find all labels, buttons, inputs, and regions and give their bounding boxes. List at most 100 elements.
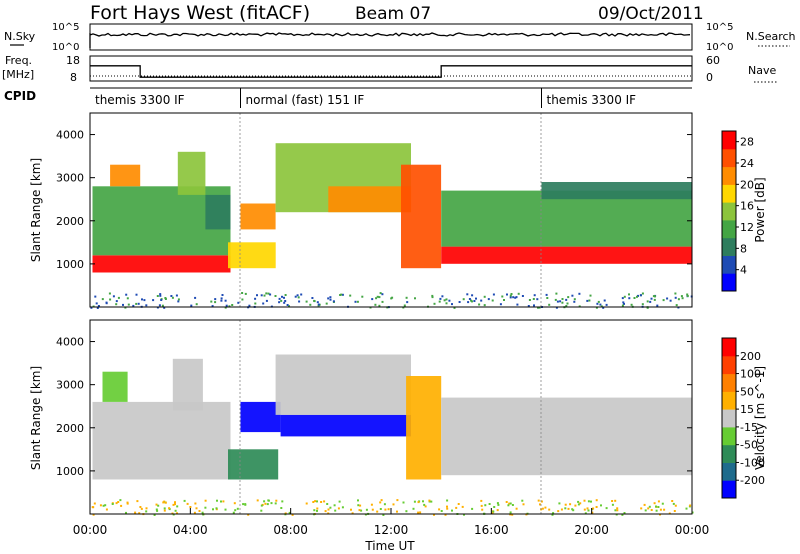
scatter-speck	[478, 303, 481, 306]
scatter-speck	[451, 303, 453, 306]
scatter-speck	[155, 508, 158, 511]
scatter-speck	[357, 504, 360, 507]
nsky-frame	[89, 23, 693, 51]
scatter-speck	[193, 511, 196, 514]
scatter-speck	[126, 297, 129, 300]
scatter-speck	[586, 299, 589, 302]
scatter-speck	[294, 295, 297, 298]
scatter-speck	[125, 293, 128, 296]
scatter-speck	[312, 501, 315, 503]
scatter-speck	[163, 507, 166, 510]
scatter-speck	[189, 506, 192, 508]
scatter-speck	[424, 505, 427, 508]
scatter-speck	[215, 507, 218, 510]
scatter-speck	[104, 504, 107, 507]
scatter-speck	[392, 503, 395, 506]
nsearch-label: N.Search	[746, 30, 796, 43]
scatter-speck	[195, 507, 198, 510]
scatter-speck	[455, 506, 458, 509]
scatter-speck	[254, 302, 257, 305]
colorbar-tick-label: 15	[740, 403, 754, 416]
scatter-speck	[567, 296, 570, 299]
scatter-speck	[329, 506, 332, 509]
nave-label: Nave	[748, 64, 776, 77]
scatter-speck	[136, 500, 139, 503]
scatter-speck	[448, 299, 451, 302]
echo-region	[102, 371, 128, 402]
scatter-speck	[174, 509, 177, 512]
scatter-speck	[636, 295, 638, 298]
scatter-speck	[101, 298, 104, 301]
scatter-speck	[681, 297, 684, 300]
scatter-speck	[99, 504, 102, 507]
scatter-speck	[546, 297, 549, 299]
scatter-speck	[512, 296, 515, 299]
scatter-speck	[112, 295, 115, 298]
scatter-speck	[461, 505, 464, 508]
power-panel: 1000 2000 3000 4000 Slant Range [km] 4 8 12 16…	[29, 112, 767, 309]
scatter-speck	[656, 304, 659, 307]
scatter-speck	[94, 295, 97, 298]
scatter-speck	[507, 504, 510, 507]
colorbar-tick-label: 24	[740, 157, 754, 170]
station-title: Fort Hays West (fitACF)	[90, 2, 310, 24]
scatter-speck	[433, 513, 435, 516]
scatter-speck	[462, 298, 465, 301]
scatter-speck	[643, 503, 646, 506]
y-tick-label: 2000	[56, 215, 84, 228]
scatter-speck	[584, 512, 587, 515]
scatter-speck	[583, 508, 586, 511]
echo-region	[441, 246, 692, 264]
scatter-speck	[564, 503, 567, 506]
scatter-speck	[685, 507, 688, 510]
scatter-speck	[278, 301, 281, 304]
scatter-speck	[669, 299, 672, 302]
scatter-speck	[387, 508, 390, 511]
scatter-speck	[439, 297, 442, 300]
colorbar-swatch	[722, 462, 736, 481]
y-tick-label: 1000	[56, 258, 84, 271]
scatter-speck	[177, 300, 180, 303]
colorbar-swatch	[722, 444, 736, 463]
scatter-speck	[329, 296, 332, 299]
scatter-speck	[163, 509, 166, 512]
scatter-speck	[641, 303, 644, 306]
scatter-speck	[228, 305, 231, 308]
scatter-speck	[111, 503, 114, 505]
scatter-speck	[433, 302, 436, 305]
scatter-speck	[152, 299, 155, 302]
scatter-speck	[652, 295, 655, 298]
scatter-speck	[496, 502, 499, 505]
scatter-speck	[327, 512, 330, 515]
scatter-speck	[587, 509, 590, 512]
scatter-speck	[471, 507, 474, 510]
scatter-speck	[417, 501, 420, 504]
y-tick-label: 2000	[56, 422, 84, 435]
scatter-speck	[521, 295, 524, 297]
scatter-speck	[483, 304, 486, 307]
scatter-speck	[201, 511, 204, 514]
scatter-speck	[283, 296, 285, 299]
scatter-speck	[556, 300, 559, 303]
scatter-speck	[571, 508, 574, 511]
scatter-speck	[633, 297, 636, 299]
scatter-speck	[371, 508, 374, 511]
scatter-speck	[648, 505, 651, 508]
scatter-speck	[281, 295, 283, 298]
scatter-speck	[653, 298, 656, 301]
scatter-speck	[138, 512, 141, 515]
scatter-speck	[172, 503, 175, 506]
scatter-speck	[673, 510, 676, 512]
colorbar-swatch	[722, 131, 736, 150]
colorbar-tick-label: 50	[740, 385, 754, 398]
scatter-speck	[256, 499, 259, 502]
echo-region	[177, 151, 206, 195]
scatter-speck	[316, 507, 319, 510]
scatter-speck	[210, 300, 213, 303]
scatter-speck	[689, 504, 692, 507]
scatter-speck	[533, 294, 536, 297]
scatter-speck	[488, 503, 491, 505]
scatter-speck	[300, 293, 303, 296]
scatter-speck	[571, 294, 574, 297]
scatter-speck	[686, 293, 689, 296]
